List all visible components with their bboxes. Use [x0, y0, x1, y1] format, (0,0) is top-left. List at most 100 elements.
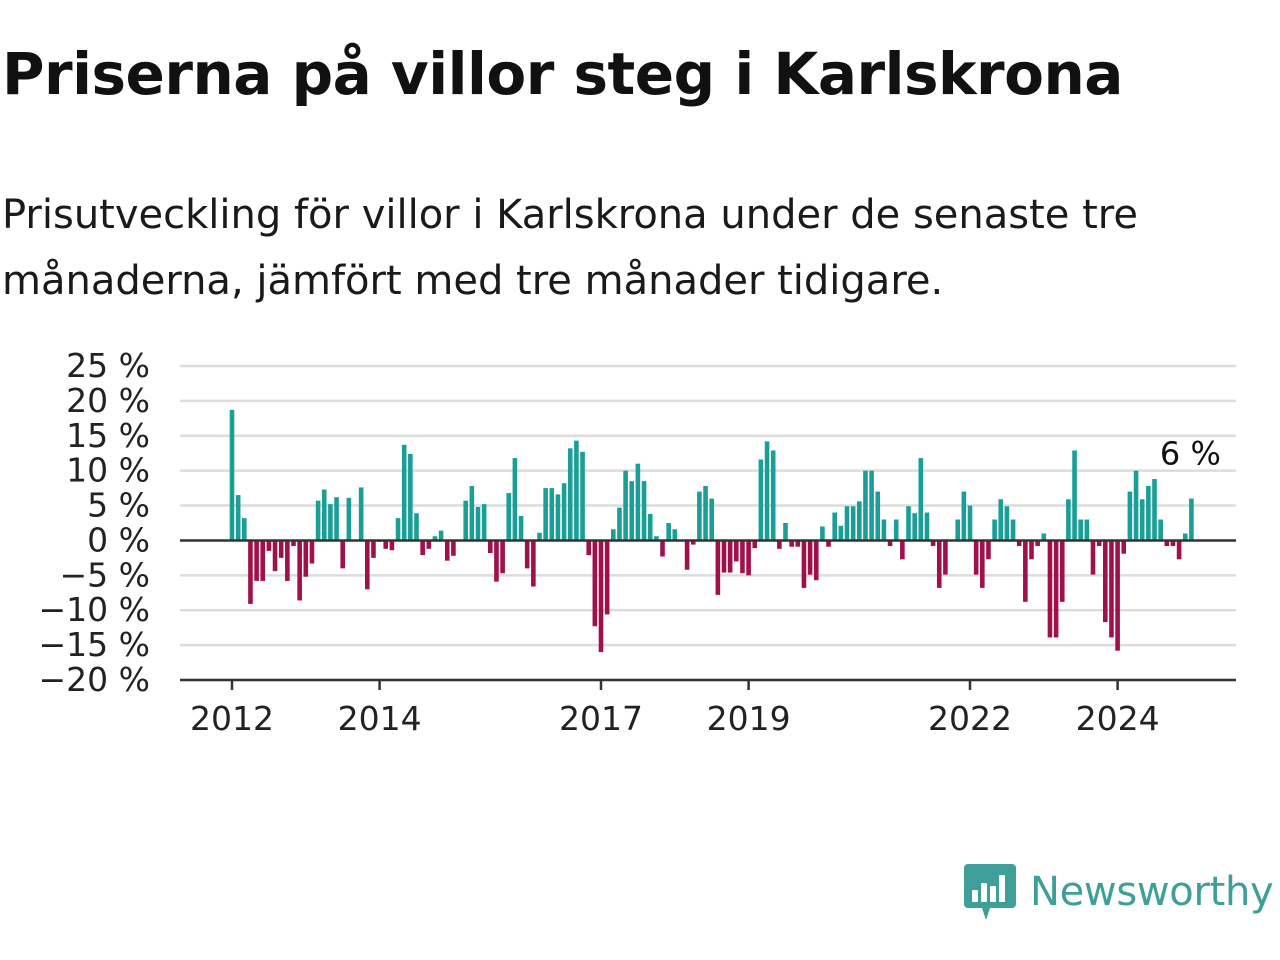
bar [690, 540, 696, 545]
bar [1152, 479, 1157, 541]
bar [1139, 499, 1145, 541]
bar [580, 451, 585, 541]
bar [943, 540, 948, 575]
bar [426, 540, 432, 549]
bar [248, 540, 253, 604]
bar [604, 540, 610, 615]
bar [1053, 540, 1059, 638]
newsworthy-logo: Newsworthy [964, 862, 1274, 922]
bar [438, 530, 444, 541]
bar [574, 440, 579, 541]
bar [1016, 540, 1022, 547]
bar [820, 526, 825, 541]
bar [463, 500, 468, 541]
bar [721, 540, 727, 573]
bar [469, 486, 475, 541]
bar [801, 540, 807, 588]
bar [783, 523, 788, 541]
bar [420, 540, 425, 556]
y-tick-label: −20 % [39, 660, 151, 699]
bar [727, 540, 733, 573]
bar [518, 516, 524, 541]
bar [930, 540, 936, 547]
bar [654, 536, 659, 541]
y-tick-label: 10 % [66, 451, 150, 490]
bar [918, 458, 924, 541]
bar [986, 540, 991, 560]
bar [734, 540, 739, 562]
bar [697, 491, 702, 541]
bar [758, 459, 764, 541]
bar [1096, 540, 1102, 547]
bar [260, 540, 266, 581]
bar [629, 481, 635, 541]
y-tick-label: 15 % [66, 416, 150, 455]
bar [254, 540, 259, 581]
x-tick-label: 2019 [707, 699, 791, 738]
bar [1164, 540, 1170, 547]
bar [869, 470, 874, 541]
bar [666, 523, 671, 541]
bar [285, 540, 290, 581]
bar [672, 529, 678, 541]
bar [389, 540, 395, 551]
bar [1170, 540, 1176, 547]
bar [1035, 540, 1040, 547]
bar [524, 540, 530, 569]
bar [961, 491, 967, 541]
bar [543, 488, 548, 541]
bar [715, 540, 721, 595]
bar [912, 513, 917, 541]
bar [703, 486, 708, 541]
bar [1041, 533, 1047, 541]
bar [1029, 540, 1034, 560]
bar [635, 463, 641, 541]
axes [180, 539, 1236, 682]
bar [844, 506, 850, 541]
bar [494, 540, 499, 582]
bar [906, 506, 911, 541]
bar [770, 450, 776, 541]
bar [567, 448, 573, 541]
bar [266, 540, 272, 551]
bar [826, 540, 831, 547]
bar [531, 540, 536, 587]
bar [444, 540, 450, 561]
bar [660, 540, 665, 557]
bar [512, 458, 518, 541]
bar [832, 512, 837, 541]
bar [789, 540, 794, 547]
bar [992, 519, 997, 541]
bar [936, 540, 942, 588]
page-subtitle: Prisutveckling för villor i Karlskrona u… [2, 192, 1138, 304]
bar [291, 540, 296, 547]
bar [973, 540, 979, 575]
bar [641, 481, 647, 541]
bar [242, 518, 247, 541]
bar [1133, 470, 1139, 541]
bar [1146, 486, 1151, 541]
bar [887, 540, 893, 547]
y-tick-label: 0 % [87, 520, 150, 559]
bar [813, 540, 819, 581]
bar [752, 540, 758, 549]
bar [1066, 499, 1071, 541]
bar [863, 470, 868, 541]
page-title: Priserna på villor steg i Karlskrona [2, 40, 1123, 108]
bar [297, 540, 302, 601]
bar [967, 505, 973, 541]
bar [278, 540, 284, 558]
bar [1023, 540, 1028, 602]
bar [555, 494, 561, 541]
bar [1158, 519, 1163, 541]
bar-chart-logo-icon [964, 864, 1016, 920]
bar [1182, 533, 1188, 541]
bar [709, 498, 714, 541]
bar [561, 483, 567, 541]
bar [1127, 491, 1133, 541]
bar [229, 409, 235, 541]
y-tick-label: −5 % [60, 555, 151, 594]
bar [328, 504, 333, 541]
bar [506, 492, 512, 541]
x-tick-label: 2024 [1076, 699, 1160, 738]
